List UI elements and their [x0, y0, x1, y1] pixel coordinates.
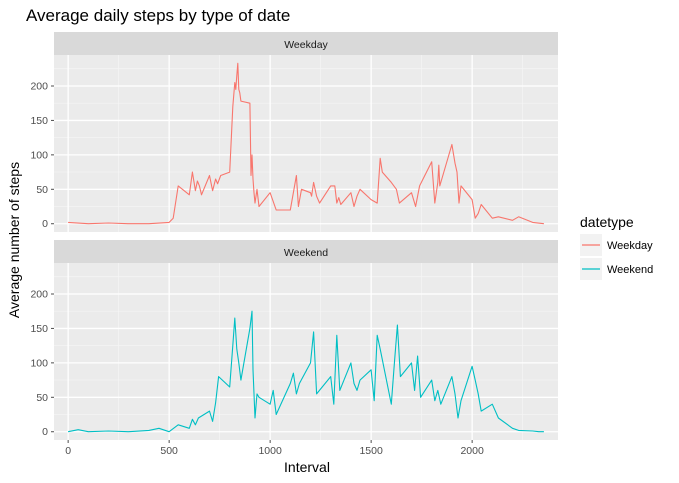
y-tick-label: 150: [30, 115, 48, 127]
facet-panel-weekday: Weekday 0 50 100 150 200: [30, 32, 558, 232]
x-axis-ticks: 0 500 1000 1500 2000: [65, 440, 484, 457]
legend-title: datetype: [580, 214, 634, 230]
legend: datetype Weekday Weekend: [580, 214, 653, 280]
x-tick-label: 500: [160, 445, 178, 457]
legend-label: Weekend: [607, 264, 653, 276]
x-axis-title: Interval: [284, 459, 330, 475]
x-tick-label: 1000: [258, 445, 282, 457]
y-tick-label: 50: [36, 392, 48, 404]
x-tick-label: 0: [65, 445, 71, 457]
panel-background: [54, 263, 558, 440]
x-tick-label: 1500: [359, 445, 383, 457]
y-tick-label: 200: [30, 80, 48, 92]
y-tick-label: 0: [42, 426, 48, 438]
panel-background: [54, 55, 558, 232]
y-tick-label: 100: [30, 149, 48, 161]
facet-strip-label: Weekend: [284, 247, 328, 259]
series-line-weekday: [68, 62, 544, 225]
y-tick-label: 100: [30, 357, 48, 369]
y-tick-label: 50: [36, 184, 48, 196]
y-axis-title: Average number of steps: [6, 162, 22, 318]
y-tick-label: 150: [30, 323, 48, 335]
x-tick-label: 2000: [460, 445, 484, 457]
y-tick-label: 200: [30, 288, 48, 300]
series-line-weekend: [67, 310, 544, 433]
chart-title: Average daily steps by type of date: [26, 6, 290, 25]
facet-strip: [54, 240, 558, 263]
facet-strip: [54, 32, 558, 55]
y-tick-label: 0: [42, 218, 48, 230]
facet-strip-label: Weekday: [284, 39, 328, 51]
facet-panel-weekend: Weekend 0 50 100 150 200: [30, 240, 558, 440]
legend-label: Weekday: [607, 240, 653, 252]
